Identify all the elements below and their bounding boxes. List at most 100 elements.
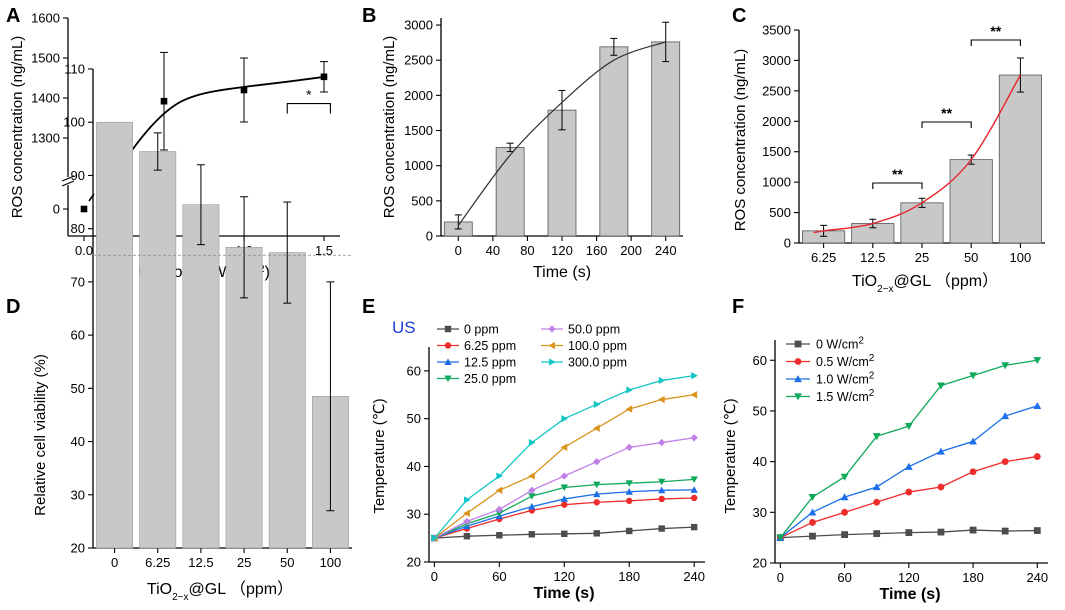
marker-square bbox=[905, 529, 913, 536]
y-tick-label: 500 bbox=[769, 205, 791, 220]
marker-triangle-left bbox=[560, 443, 568, 452]
marker-square bbox=[841, 531, 848, 539]
legend-label: 6.25 ppm bbox=[464, 339, 516, 353]
y-tick-label: 2500 bbox=[762, 83, 791, 98]
marker-triangle-down bbox=[776, 534, 785, 542]
y-axis-label: ROS concentration (ng/mL) bbox=[732, 49, 749, 232]
panel-letter-A: A bbox=[6, 5, 20, 27]
x-tick-label: 25 bbox=[237, 555, 251, 570]
y-axis-label: Temperature (℃) bbox=[722, 398, 739, 513]
marker-circle bbox=[1001, 458, 1009, 466]
series-line bbox=[434, 394, 695, 539]
marker-triangle-right bbox=[561, 414, 568, 423]
axis-break-mark bbox=[61, 180, 75, 187]
panel-e: 0 60 120 180 240 20 30 40 50 60 Time (s) Temperatur… bbox=[371, 318, 705, 602]
marker-triangle-up bbox=[690, 486, 698, 493]
y-tick-label: 1400 bbox=[31, 91, 60, 106]
y-tick-label: 20 bbox=[407, 555, 421, 570]
marker-square bbox=[873, 530, 881, 538]
x-tick-label: 40 bbox=[486, 243, 500, 258]
marker-circle bbox=[794, 358, 802, 365]
marker-triangle-up bbox=[840, 493, 849, 501]
marker-triangle-up bbox=[1033, 401, 1042, 410]
label-part: 2−x bbox=[877, 284, 893, 295]
marker-circle bbox=[658, 495, 665, 503]
label-part: 2−x bbox=[172, 592, 188, 603]
panel-c: 6.25 12.5 25 50 1000500100015002000250030003… bbox=[732, 23, 1045, 295]
panel-f: 0 60 120 180 240 20 30 40 50 60 Time (s) Temperatur… bbox=[722, 335, 1048, 603]
marker-triangle-down bbox=[794, 393, 802, 401]
marker-square bbox=[528, 531, 536, 538]
bar bbox=[547, 109, 577, 237]
y-tick-label: 3000 bbox=[762, 53, 791, 68]
y-tick-label: 60 bbox=[753, 353, 767, 368]
y-tick-label: 80 bbox=[71, 221, 85, 236]
x-tick-label: 1.5 bbox=[315, 243, 333, 258]
axis-break-mark bbox=[61, 175, 75, 182]
marker-circle bbox=[444, 342, 452, 349]
marker-circle bbox=[809, 519, 816, 526]
legend: 0 ppm 6.25 ppm 12.5 ppm 25.0 ppm 50.0 ppm 100… bbox=[437, 323, 627, 386]
marker-triangle-left bbox=[548, 341, 555, 350]
label-part: ) bbox=[265, 264, 270, 281]
y-tick-label: 1600 bbox=[31, 11, 60, 26]
legend-label: 12.5 ppm bbox=[464, 356, 516, 370]
y-tick-label: 0 bbox=[53, 202, 60, 217]
x-tick-label: 6.25 bbox=[145, 555, 170, 570]
x-tick-label: 25 bbox=[915, 250, 929, 265]
marker-circle bbox=[593, 499, 600, 506]
marker-square bbox=[80, 205, 88, 213]
marker-square bbox=[561, 530, 568, 538]
significance-bracket bbox=[921, 121, 972, 128]
label-part: @GL （ppm） bbox=[894, 272, 999, 290]
y-tick-label: 40 bbox=[71, 434, 85, 449]
x-axis-label: Time (s) bbox=[533, 264, 591, 281]
legend-label: 0 ppm bbox=[464, 323, 499, 337]
x-tick-label: 240 bbox=[655, 243, 677, 258]
marker-diamond bbox=[528, 486, 536, 495]
x-tick-label: 240 bbox=[683, 569, 705, 584]
marker-circle bbox=[905, 488, 913, 496]
series-line bbox=[779, 359, 1038, 539]
marker-square bbox=[809, 532, 816, 540]
label-part: 1.0 W/cm bbox=[816, 373, 869, 387]
x-axis-label: Time (s) bbox=[533, 585, 594, 602]
marker-triangle-down bbox=[495, 510, 504, 517]
marker-triangle-right bbox=[431, 534, 439, 542]
significance-label: ** bbox=[892, 166, 903, 182]
marker-diamond bbox=[463, 517, 471, 526]
significance-bracket bbox=[872, 182, 923, 189]
y-tick-label: 40 bbox=[753, 454, 767, 469]
marker-diamond bbox=[625, 443, 633, 452]
x-tick-label: 60 bbox=[492, 569, 506, 584]
marker-triangle-left bbox=[593, 424, 600, 432]
label-part: 0 W/cm bbox=[816, 338, 858, 352]
x-axis-label: TiO2−x@GL （ppm） bbox=[147, 580, 293, 603]
bar bbox=[900, 202, 944, 244]
label-part: TiO bbox=[147, 581, 172, 598]
y-tick-label: 20 bbox=[71, 541, 85, 556]
x-tick-label: 180 bbox=[618, 569, 640, 584]
y-tick-label: 90 bbox=[71, 168, 85, 183]
label-part: 2 bbox=[869, 353, 875, 364]
marker-square bbox=[320, 73, 328, 81]
y-tick-label: 30 bbox=[407, 507, 421, 522]
y-tick-label: 1000 bbox=[762, 175, 791, 190]
panel-letter-F: F bbox=[732, 296, 744, 318]
y-tick-label: 0 bbox=[784, 236, 791, 251]
marker-triangle-down bbox=[690, 476, 698, 484]
bar bbox=[139, 151, 177, 549]
marker-triangle-down bbox=[872, 433, 881, 441]
legend-label: 1.0 W/cm2 bbox=[816, 370, 875, 387]
y-tick-label: 110 bbox=[64, 62, 85, 77]
x-tick-label: 60 bbox=[837, 570, 851, 585]
marker-triangle-down bbox=[1033, 357, 1042, 365]
panel-d: 0 6.25 12.5 25 50 100 20 30 40 50 60 70 80 90 100 110 Ti… bbox=[32, 62, 352, 603]
bar bbox=[949, 159, 993, 244]
marker-circle bbox=[873, 498, 881, 506]
x-tick-label: 200 bbox=[620, 243, 642, 258]
marker-circle bbox=[841, 508, 848, 516]
bar bbox=[998, 74, 1042, 244]
y-tick-label: 30 bbox=[71, 487, 85, 502]
